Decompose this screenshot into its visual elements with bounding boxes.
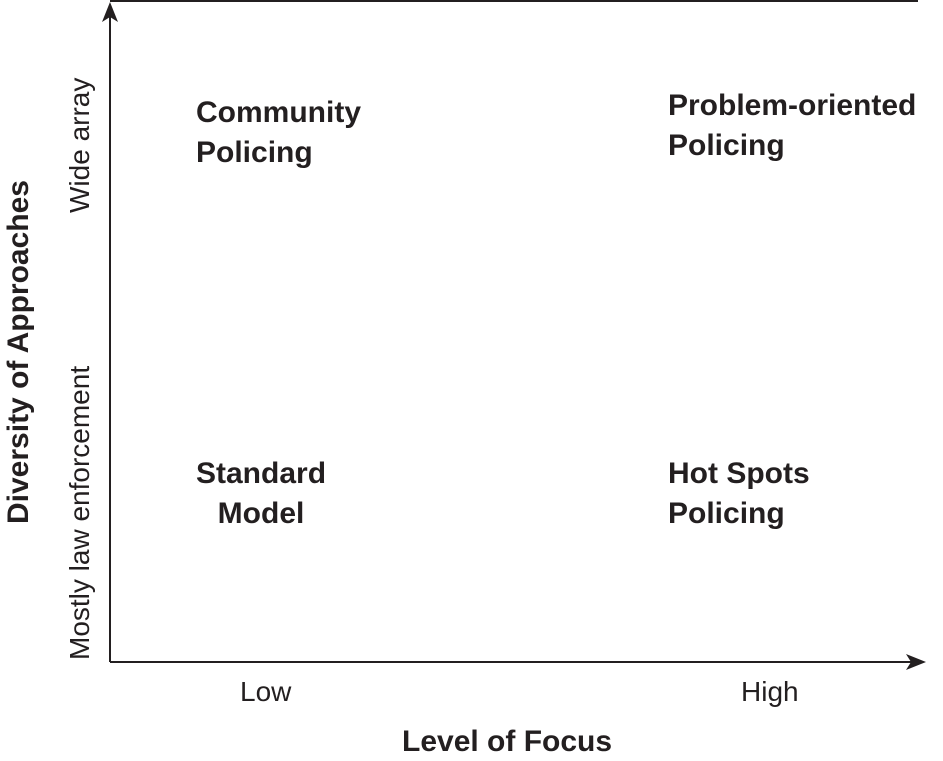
- x-axis-title: Level of Focus: [402, 725, 613, 758]
- y-tick-mostly-law-enforcement: Mostly law enforcement: [64, 365, 95, 660]
- x-tick-low: Low: [240, 676, 292, 707]
- quadrant-label-line: Policing: [668, 497, 785, 530]
- x-axis-arrow-icon: [906, 654, 926, 670]
- y-axis-title: Diversity of Approaches: [2, 180, 35, 524]
- quadrant-label-line: Hot Spots: [668, 457, 810, 490]
- y-tick-wide-array: Wide array: [64, 77, 95, 213]
- quadrant-label-line: Standard: [196, 457, 327, 490]
- quadrant-standard-model: Standard Model: [196, 454, 326, 534]
- quadrant-community-policing: Community Policing: [196, 93, 361, 173]
- quadrant-problem-oriented-policing: Problem-oriented Policing: [668, 86, 916, 166]
- quadrant-label-line: Community: [196, 96, 361, 129]
- quadrant-hot-spots-policing: Hot Spots Policing: [668, 454, 810, 534]
- quadrant-label-line: Model: [217, 497, 305, 530]
- quadrant-label-line: Policing: [196, 136, 313, 169]
- y-axis-arrow-icon: [102, 2, 118, 22]
- quadrant-label-line: Policing: [668, 129, 785, 162]
- quadrant-label-line: Problem-oriented: [668, 89, 917, 122]
- x-tick-high: High: [741, 676, 799, 707]
